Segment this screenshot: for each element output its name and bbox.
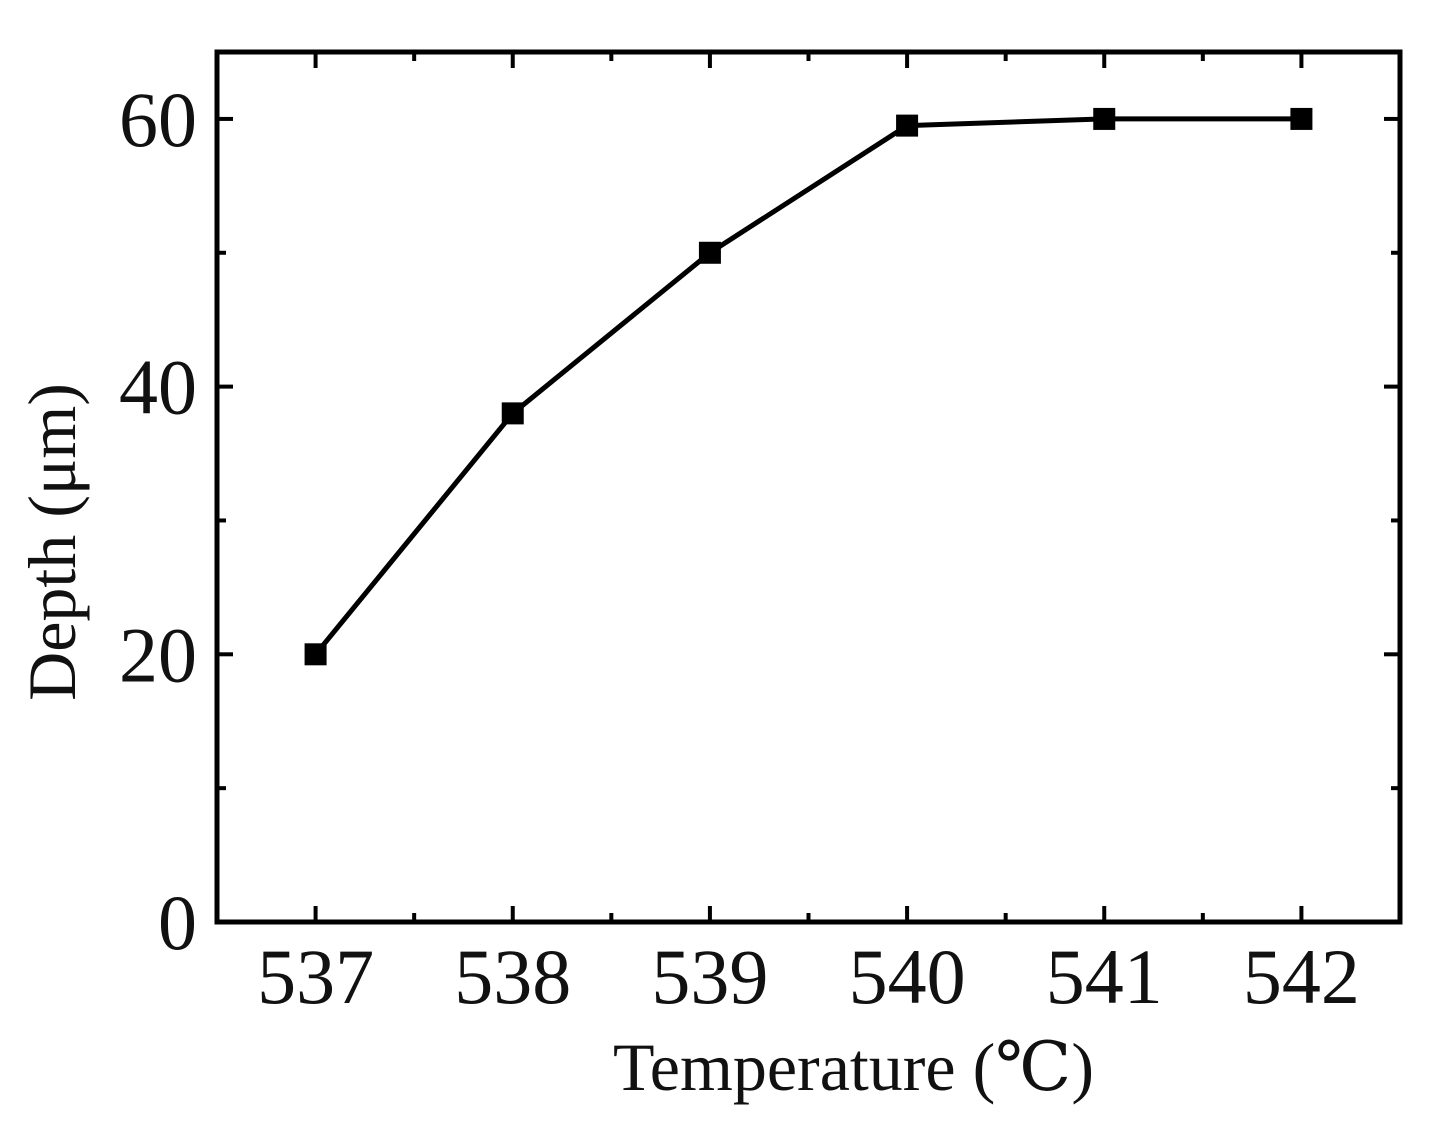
- x-tick-label: 538: [454, 933, 571, 1020]
- data-point-marker: [896, 114, 919, 137]
- plot-frame: [214, 49, 1403, 925]
- x-tick-label: 541: [1046, 933, 1163, 1020]
- data-point-marker: [1093, 107, 1116, 130]
- tick-labels: 537 538 539 540 541 542 0 20 40 60: [119, 76, 1360, 1020]
- series-line: [313, 116, 1302, 656]
- x-tick-label: 537: [257, 933, 374, 1020]
- data-point-marker: [698, 241, 721, 264]
- data-point-marker: [1290, 107, 1313, 130]
- y-tick-label: 40: [119, 344, 197, 431]
- series-group: [304, 107, 1313, 666]
- data-point-marker: [304, 643, 327, 666]
- y-tick-label: 0: [158, 879, 197, 966]
- y-axis-title: Depth (μm): [14, 383, 90, 701]
- x-tick-label: 542: [1243, 933, 1360, 1020]
- y-tick-label: 60: [119, 76, 197, 163]
- axis-ticks: [217, 52, 1400, 924]
- data-point-marker: [501, 402, 524, 425]
- x-axis-title: Temperature (℃): [613, 1029, 1094, 1105]
- x-tick-label: 539: [651, 933, 768, 1020]
- y-tick-label: 20: [119, 611, 197, 698]
- x-tick-label: 540: [849, 933, 966, 1020]
